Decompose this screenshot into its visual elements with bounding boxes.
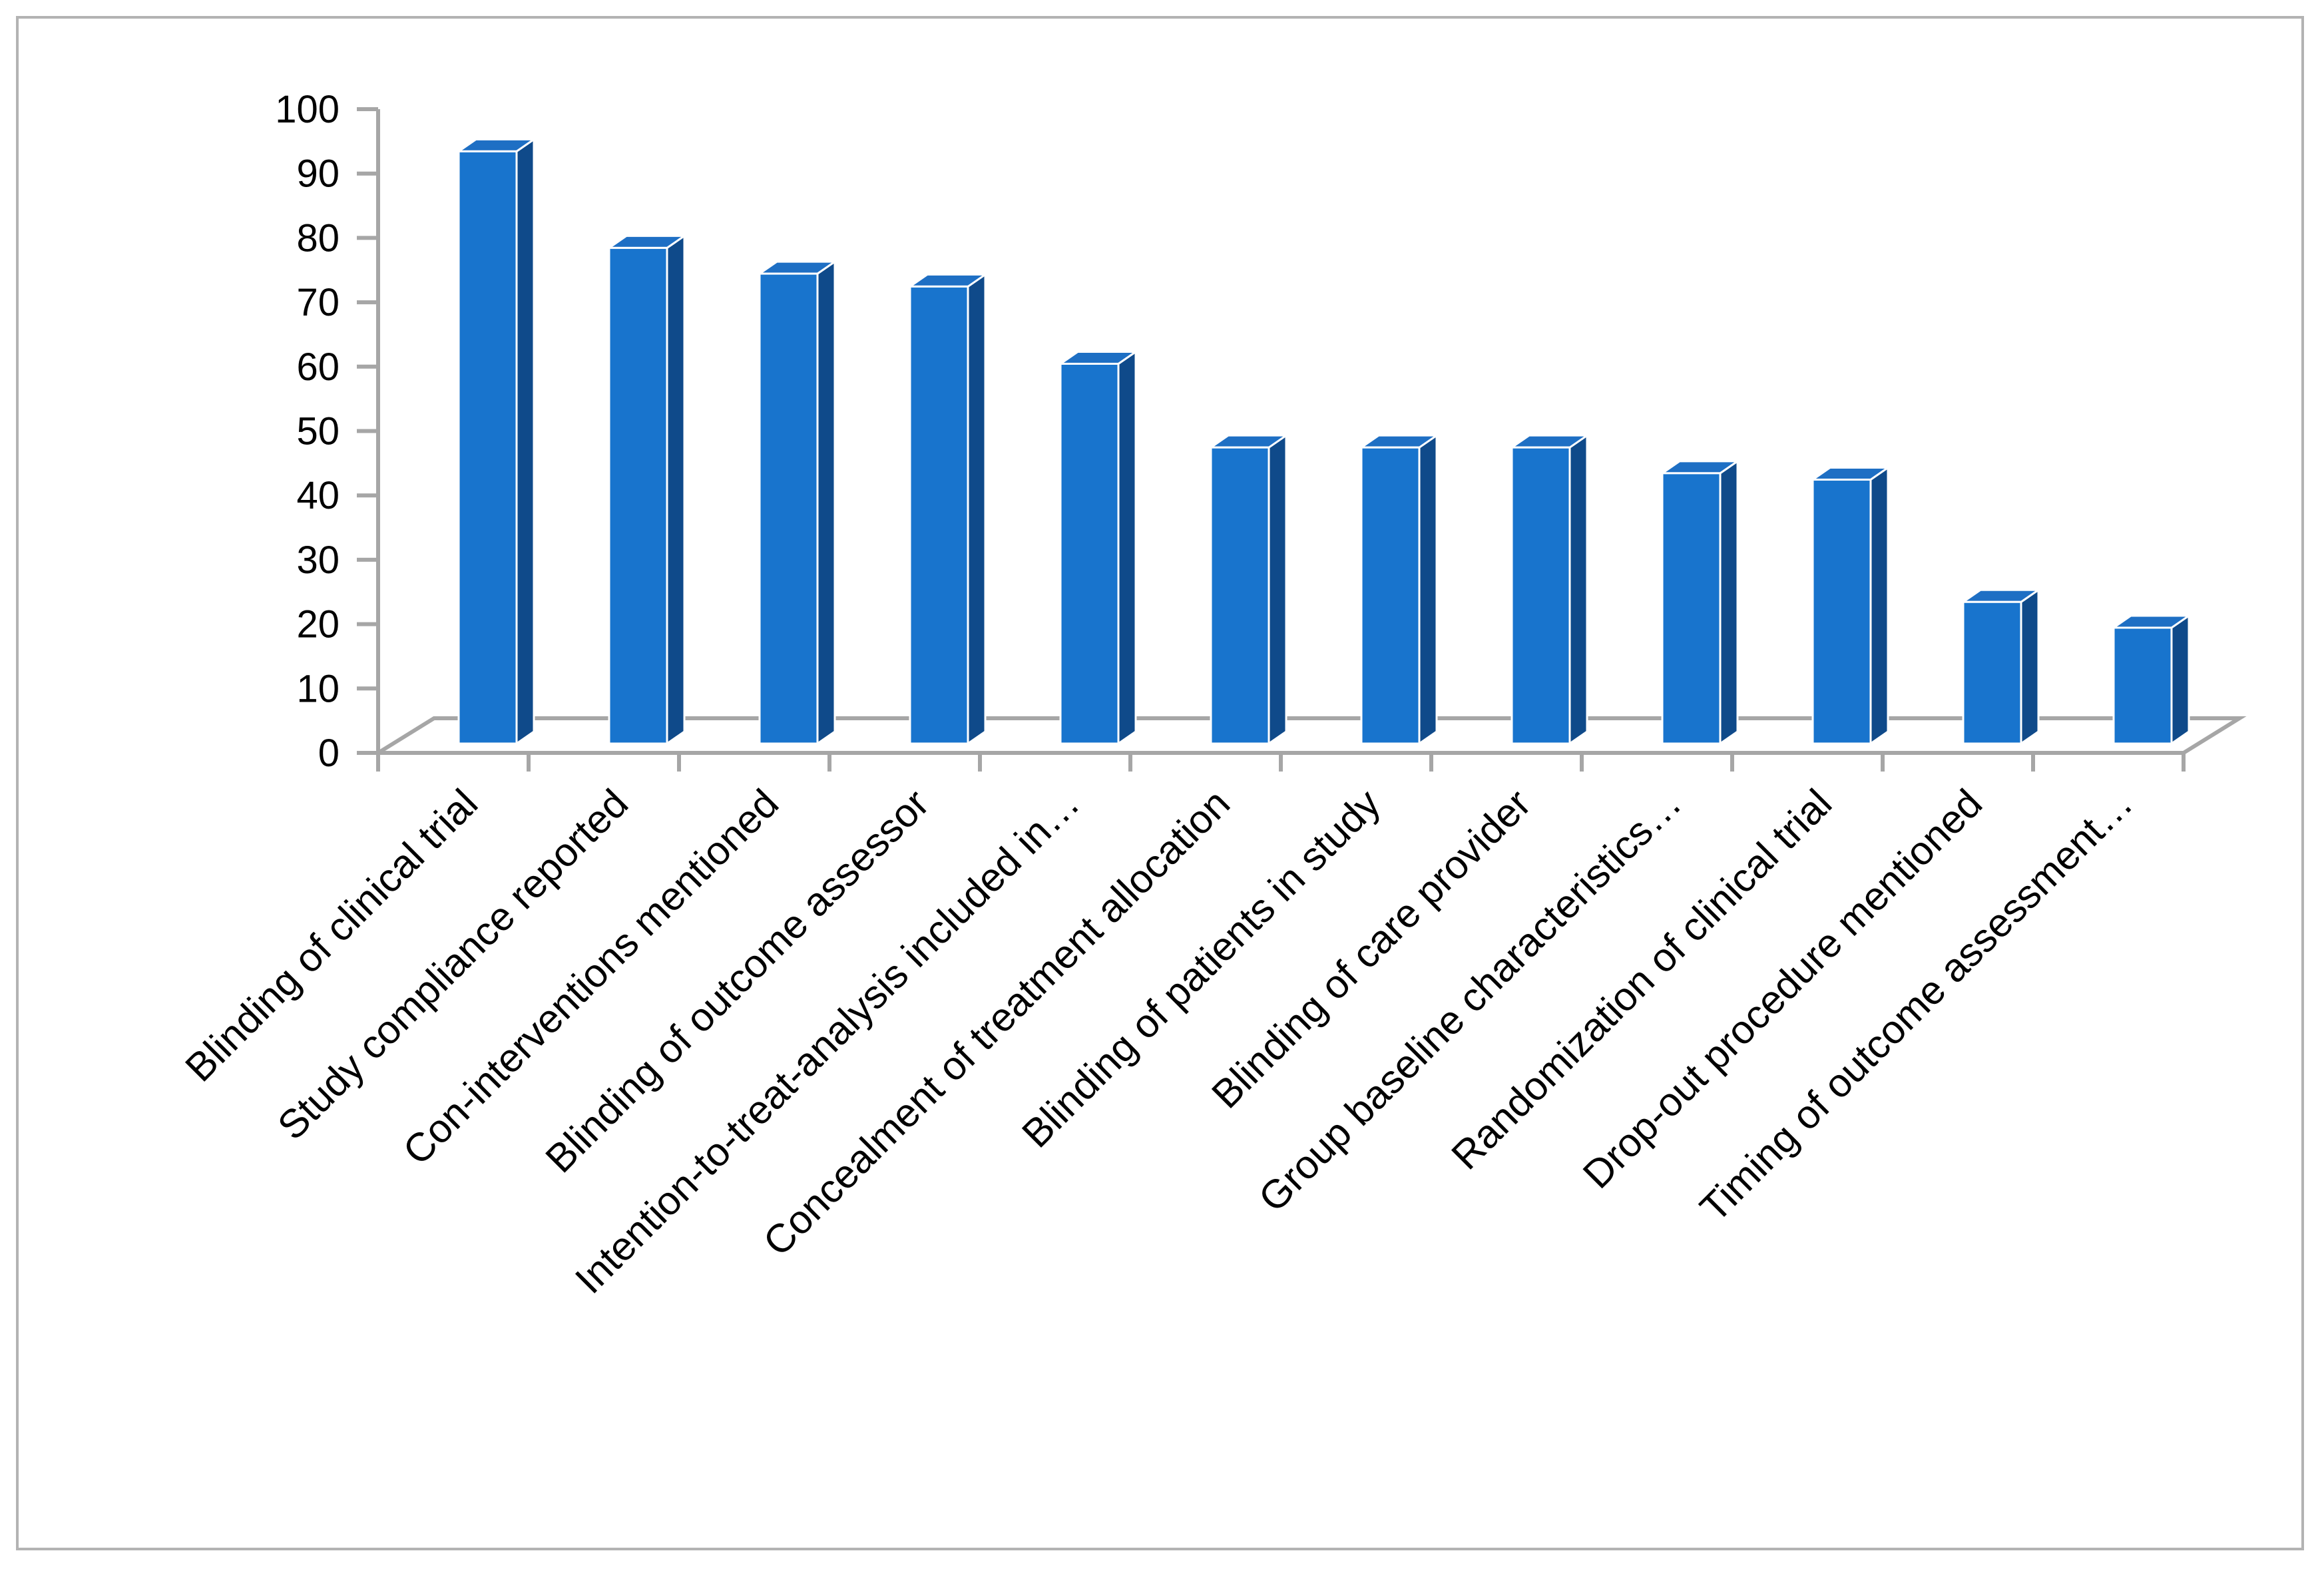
bar: [1960, 588, 2042, 746]
y-tick-label: 90: [296, 152, 340, 196]
y-tick-label: 0: [318, 732, 340, 775]
bar: [1358, 433, 1440, 746]
bar-side: [816, 260, 836, 746]
y-tick-label: 60: [296, 345, 340, 389]
bar-side: [2020, 588, 2040, 746]
bar-side: [515, 137, 535, 746]
bar-side: [2170, 614, 2190, 746]
y-tick-label: 30: [296, 539, 340, 582]
chart-floor: [377, 716, 2247, 755]
bar-front: [1661, 472, 1722, 745]
bar-front: [1511, 446, 1571, 745]
bar-side: [1268, 433, 1287, 746]
bar: [1057, 349, 1139, 746]
bar-side: [1869, 465, 1889, 746]
bar-front: [2112, 626, 2173, 745]
bar-front: [909, 285, 969, 745]
bar-front: [1210, 446, 1270, 745]
bar: [1659, 459, 1741, 746]
bar-front: [758, 272, 819, 745]
bar-front: [1962, 600, 2022, 745]
bar: [907, 272, 989, 746]
y-tick-label: 40: [296, 474, 340, 517]
bar: [606, 234, 688, 746]
y-tick-label: 80: [296, 216, 340, 260]
bar-side: [1719, 459, 1739, 746]
floor-outline: [377, 716, 2247, 755]
bar: [1208, 433, 1289, 746]
y-tick-label: 100: [275, 88, 340, 131]
category-label: Blinding of clinical trial: [176, 781, 486, 1090]
category-label: Blinding of care provider: [1203, 781, 1539, 1117]
y-tick-label: 20: [296, 603, 340, 646]
bar: [756, 260, 838, 746]
bar-side: [666, 234, 686, 746]
bar: [1809, 465, 1891, 746]
y-tick-label: 50: [296, 410, 340, 453]
axes: [357, 107, 2186, 772]
bar-front: [1059, 362, 1120, 745]
bar-side: [1418, 433, 1438, 746]
bar-front: [1811, 479, 1872, 745]
chart-frame: [16, 16, 2304, 1550]
y-tick-label: 70: [296, 281, 340, 324]
bar-front: [457, 150, 518, 745]
bar-side: [1568, 433, 1588, 746]
bar-front: [1360, 446, 1421, 745]
bar-side: [1117, 349, 1137, 746]
bars: [455, 137, 2192, 746]
bar: [1509, 433, 1590, 746]
y-tick-label: 10: [296, 667, 340, 710]
bar: [2110, 614, 2192, 746]
bar-front: [608, 246, 668, 745]
bar-side: [967, 272, 987, 746]
bar: [455, 137, 537, 746]
